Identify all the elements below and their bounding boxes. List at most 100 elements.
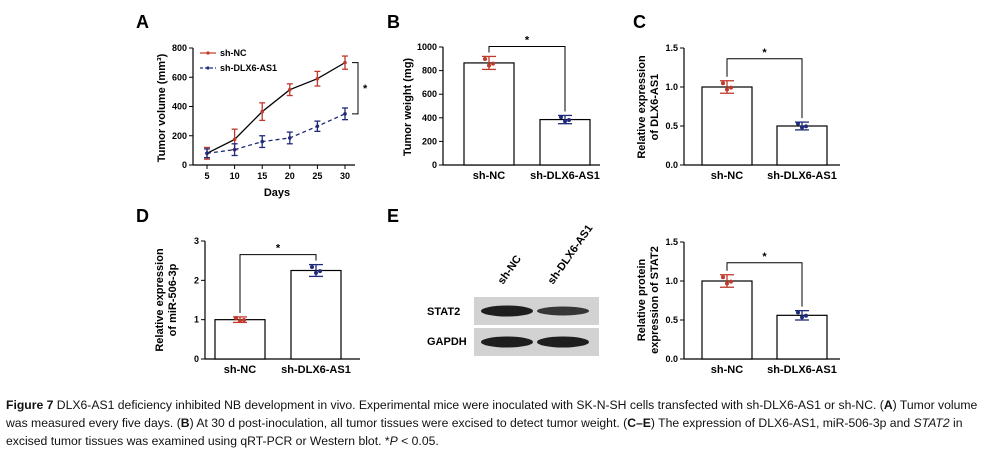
y-tick-label: 2 (194, 275, 199, 285)
data-point (563, 119, 567, 124)
y-axis-title-line-2: expression of STAT2 (649, 246, 661, 354)
data-point (559, 115, 563, 120)
bar-sh-nc (701, 280, 753, 360)
x-tick-label-sh-nc: sh-NC (711, 170, 743, 182)
y-tick-label: 600 (172, 72, 187, 82)
dlx6-as1-expression-bar-chart: Relative expression of DLX6-AS1 0.0 0.5 1.… (636, 43, 840, 182)
data-point (234, 316, 238, 321)
blot-row-label-gapdh: GAPDH (427, 336, 467, 348)
data-point (729, 279, 733, 284)
caption-b-text: ) At 30 d post-inoculation, all tumor ti… (189, 416, 628, 430)
y-tick-label: 0.5 (665, 315, 678, 325)
data-point (721, 275, 725, 280)
caption-ref-b: B (180, 416, 190, 430)
western-blot: sh-NC sh-DLX6-AS1 STAT2 GAPDH (427, 223, 599, 356)
data-point-sh-dlx6-as1 (315, 124, 320, 129)
legend-label-sh-dlx6-as1: sh-DLX6-AS1 (220, 63, 277, 73)
data-point (800, 125, 804, 130)
bar-sh-dlx6-as1 (290, 269, 342, 360)
data-point (318, 269, 322, 274)
data-point (721, 81, 725, 86)
figure-canvas: A B C D E Tumor volume (mm³) Days sh-NC … (136, 12, 840, 376)
series-line-sh-nc (206, 62, 346, 154)
figure-caption: Figure 7 DLX6-AS1 deficiency inhibited N… (6, 396, 986, 450)
data-point-sh-nc (260, 109, 265, 114)
caption-gene-stat2: STAT2 (913, 416, 950, 430)
caption-ref-ce: C–E (627, 416, 651, 430)
significance-marker: * (276, 243, 281, 255)
x-tick-label: 5 (204, 171, 209, 181)
y-tick-label: 1000 (417, 42, 437, 52)
data-point (804, 124, 808, 129)
data-point-sh-dlx6-as1 (288, 136, 292, 140)
blot-lane-label-sh-dlx6-as1: sh-DLX6-AS1 (546, 223, 596, 287)
data-point (238, 318, 242, 323)
legend-label-sh-nc: sh-NC (220, 48, 247, 58)
x-tick-label-sh-nc: sh-NC (473, 170, 505, 182)
data-point (725, 87, 729, 92)
mir-506-3p-expression-bar-chart: Relative expression of miR-506-3p 0 1 2 3 sh… (154, 236, 360, 376)
significance-bracket (488, 45, 566, 112)
bar-sh-dlx6-as1 (539, 118, 591, 166)
data-point (567, 117, 571, 122)
y-tick-label: 1.5 (665, 43, 678, 53)
significance-bracket (239, 254, 317, 313)
caption-ce-text: ) The expression of DLX6-AS1, miR-506-3p… (650, 416, 914, 430)
data-point-sh-dlx6-as1 (260, 139, 265, 144)
blot-band-gapdh-sh-dlx6-as1 (537, 336, 589, 348)
y-axis-title-line-1: Relative protein (636, 258, 648, 341)
y-tick-label: 600 (422, 89, 437, 99)
x-tick-label-sh-dlx6-as1: sh-DLX6-AS1 (767, 364, 837, 376)
y-axis-title-line-2: of DLX6-AS1 (649, 74, 661, 141)
legend: sh-NC sh-DLX6-AS1 (200, 48, 277, 73)
stat2-protein-expression-bar-chart: Relative protein expression of STAT2 0.0… (636, 237, 840, 376)
y-tick-label: 1.5 (665, 237, 678, 247)
data-point-sh-nc (288, 87, 292, 92)
x-tick-label-sh-nc: sh-NC (224, 364, 256, 376)
y-tick-label: 0 (194, 354, 199, 364)
y-axis-title-line-1: Relative expression (636, 55, 648, 159)
blot-row-label-stat2: STAT2 (427, 306, 460, 318)
caption-end: < 0.05. (397, 434, 439, 448)
data-point (491, 61, 495, 66)
caption-a-text: ) Tumor volume was measured every five d… (6, 398, 978, 430)
y-axis-title: Tumor weight (mg) (402, 58, 414, 157)
data-point-sh-dlx6-as1 (232, 147, 237, 152)
y-tick-label: 200 (422, 136, 437, 146)
tumor-weight-bar-chart: Tumor weight (mg) 0 200 400 600 800 1000 sh-NC… (402, 34, 600, 182)
data-point (725, 281, 729, 286)
legend-marker-sh-dlx6-as1 (206, 66, 210, 70)
y-tick-label: 0 (182, 160, 187, 170)
data-point (310, 264, 314, 269)
y-tick-label: 1.0 (665, 276, 678, 286)
significance-marker: * (363, 83, 368, 95)
panel-label-a: A (136, 12, 149, 32)
data-point (796, 121, 800, 126)
significance-marker: * (525, 34, 530, 46)
data-point-sh-dlx6-as1 (343, 112, 347, 116)
x-tick-label: 25 (312, 171, 322, 181)
significance-marker: * (762, 47, 767, 59)
bar-sh-nc (463, 62, 515, 166)
data-point-sh-nc (343, 60, 347, 65)
x-tick-label-sh-nc: sh-NC (711, 364, 743, 376)
x-tick-label: 10 (230, 171, 240, 181)
data-point (804, 313, 808, 318)
y-tick-label: 0.0 (665, 160, 678, 170)
x-tick-label: 30 (340, 171, 350, 181)
caption-intro: DLX6-AS1 deficiency inhibited NB develop… (53, 398, 884, 412)
data-point (729, 85, 733, 90)
data-point-sh-dlx6-as1 (205, 151, 209, 156)
y-tick-label: 0.0 (665, 354, 678, 364)
data-point-sh-nc (232, 137, 237, 142)
y-tick-label: 400 (172, 102, 187, 112)
data-point (487, 63, 491, 68)
data-point (800, 315, 804, 320)
data-point (242, 317, 246, 322)
panel-label-d: D (136, 206, 149, 226)
caption-figure-label: Figure 7 (6, 398, 54, 412)
significance-bracket (726, 58, 803, 119)
blot-band-stat2-sh-nc (481, 305, 533, 317)
caption-tail: in excised tumor tissues was examined us… (6, 416, 963, 448)
series-line-sh-dlx6-as1 (206, 113, 346, 154)
